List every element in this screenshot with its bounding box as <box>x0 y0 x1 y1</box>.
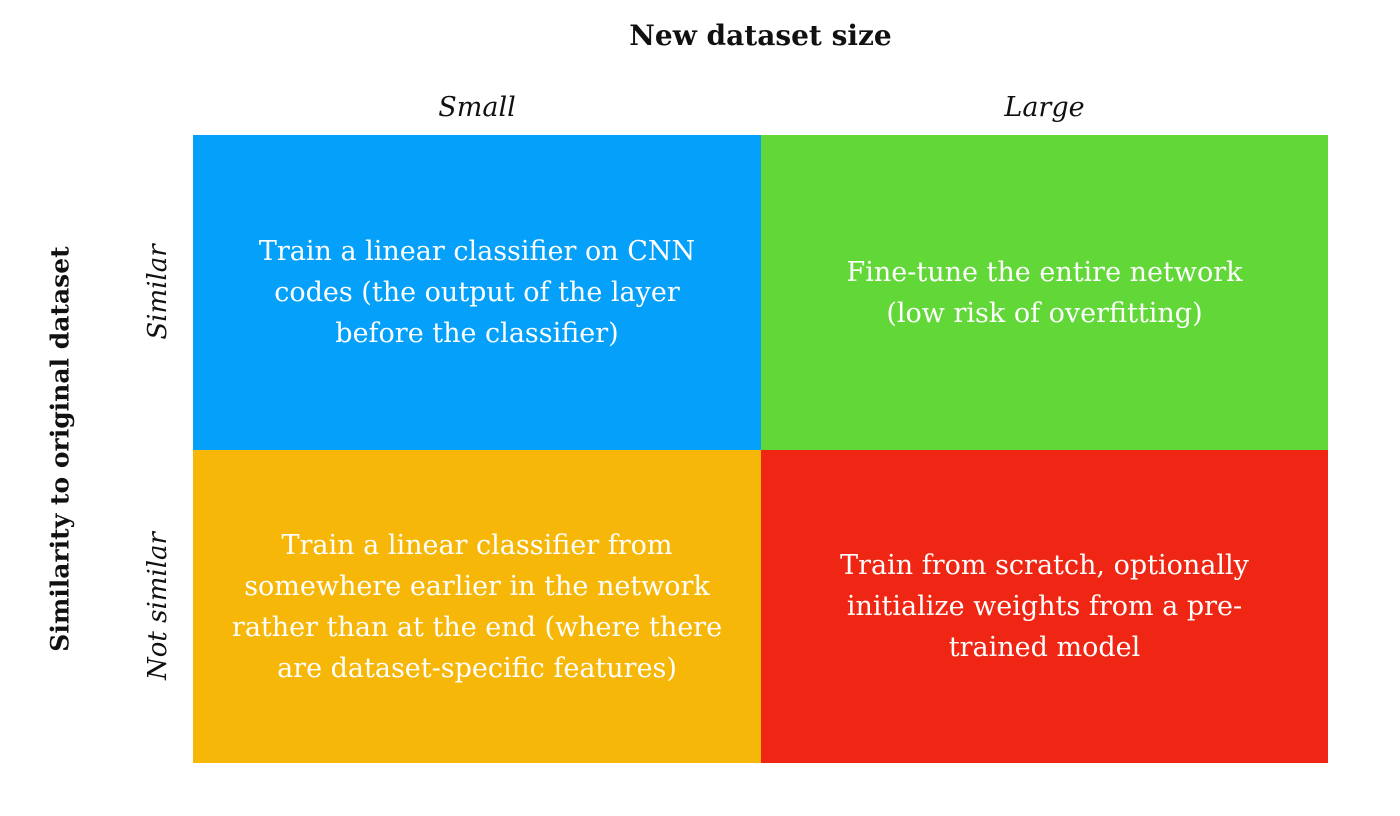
quadrant-not-similar-large: Train from scratch, optionally initializ… <box>761 450 1328 763</box>
column-label-small: Small <box>438 92 516 123</box>
row-label-similar: Similar <box>143 244 173 340</box>
quadrant-text-not-similar-small: Train a linear classifier from somewhere… <box>231 529 723 684</box>
quadrant-text-similar-small: Train a linear classifier on CNN codes (… <box>258 236 696 349</box>
quadrant-similar-large: Fine-tune the entire network (low risk o… <box>761 135 1328 450</box>
quadrant-text-not-similar-large: Train from scratch, optionally initializ… <box>840 550 1249 663</box>
column-label-large: Large <box>1004 92 1085 123</box>
y-axis-title: Similarity to original dataset <box>45 246 75 652</box>
x-axis-title: New dataset size <box>629 19 892 52</box>
quadrant-text-similar-large: Fine-tune the entire network (low risk o… <box>846 256 1243 329</box>
row-label-not-similar: Not similar <box>143 532 173 680</box>
quadrant-not-similar-small: Train a linear classifier from somewhere… <box>193 450 761 763</box>
quadrant-similar-small: Train a linear classifier on CNN codes (… <box>193 135 761 450</box>
